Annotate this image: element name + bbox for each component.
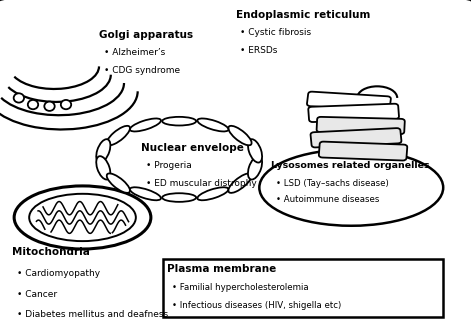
Text: Golgi apparatus: Golgi apparatus <box>99 30 193 40</box>
Ellipse shape <box>96 139 110 163</box>
FancyBboxPatch shape <box>319 142 407 160</box>
Text: • Diabetes mellitus and deafness: • Diabetes mellitus and deafness <box>17 310 168 319</box>
Text: • Alzheimer’s: • Alzheimer’s <box>104 48 165 57</box>
Ellipse shape <box>259 149 443 226</box>
Ellipse shape <box>197 187 228 200</box>
Ellipse shape <box>61 100 71 109</box>
FancyBboxPatch shape <box>310 128 401 147</box>
Ellipse shape <box>28 100 38 109</box>
Ellipse shape <box>107 173 130 193</box>
Ellipse shape <box>14 186 151 249</box>
Ellipse shape <box>228 173 252 193</box>
FancyBboxPatch shape <box>308 104 399 122</box>
Text: • Cancer: • Cancer <box>17 290 56 298</box>
Ellipse shape <box>248 156 262 180</box>
Text: Endoplasmic reticulum: Endoplasmic reticulum <box>236 10 370 20</box>
Text: • Autoimmune diseases: • Autoimmune diseases <box>276 195 379 204</box>
Text: • LSD (Tay–sachs disease): • LSD (Tay–sachs disease) <box>276 179 389 188</box>
Ellipse shape <box>162 117 196 125</box>
FancyBboxPatch shape <box>317 117 405 134</box>
Text: • ED muscular distrophy: • ED muscular distrophy <box>146 179 257 188</box>
Text: • Cardiomyopathy: • Cardiomyopathy <box>17 269 100 278</box>
Ellipse shape <box>96 156 110 180</box>
Ellipse shape <box>162 193 196 202</box>
Ellipse shape <box>130 119 161 131</box>
Ellipse shape <box>14 93 24 103</box>
Ellipse shape <box>45 102 55 111</box>
Ellipse shape <box>197 119 228 131</box>
Ellipse shape <box>29 194 136 241</box>
Text: • ERSDs: • ERSDs <box>240 46 278 55</box>
Text: • Infectious diseases (HIV, shigella etc): • Infectious diseases (HIV, shigella etc… <box>172 301 341 310</box>
Text: Nuclear envelope: Nuclear envelope <box>141 143 244 153</box>
FancyBboxPatch shape <box>307 92 391 111</box>
Text: • Progeria: • Progeria <box>146 161 192 170</box>
Text: • Cystic fibrosis: • Cystic fibrosis <box>240 28 311 37</box>
Ellipse shape <box>228 126 252 145</box>
Text: Lysosomes related organelles: Lysosomes related organelles <box>271 161 430 170</box>
Text: • Familial hypercholesterolemia: • Familial hypercholesterolemia <box>172 283 309 292</box>
Text: • CDG syndrome: • CDG syndrome <box>104 66 180 75</box>
FancyBboxPatch shape <box>163 259 443 317</box>
Text: Mitochondria: Mitochondria <box>12 247 90 257</box>
Ellipse shape <box>130 187 161 200</box>
Ellipse shape <box>107 126 130 145</box>
Ellipse shape <box>248 139 262 163</box>
Text: Plasma membrane: Plasma membrane <box>167 264 277 274</box>
